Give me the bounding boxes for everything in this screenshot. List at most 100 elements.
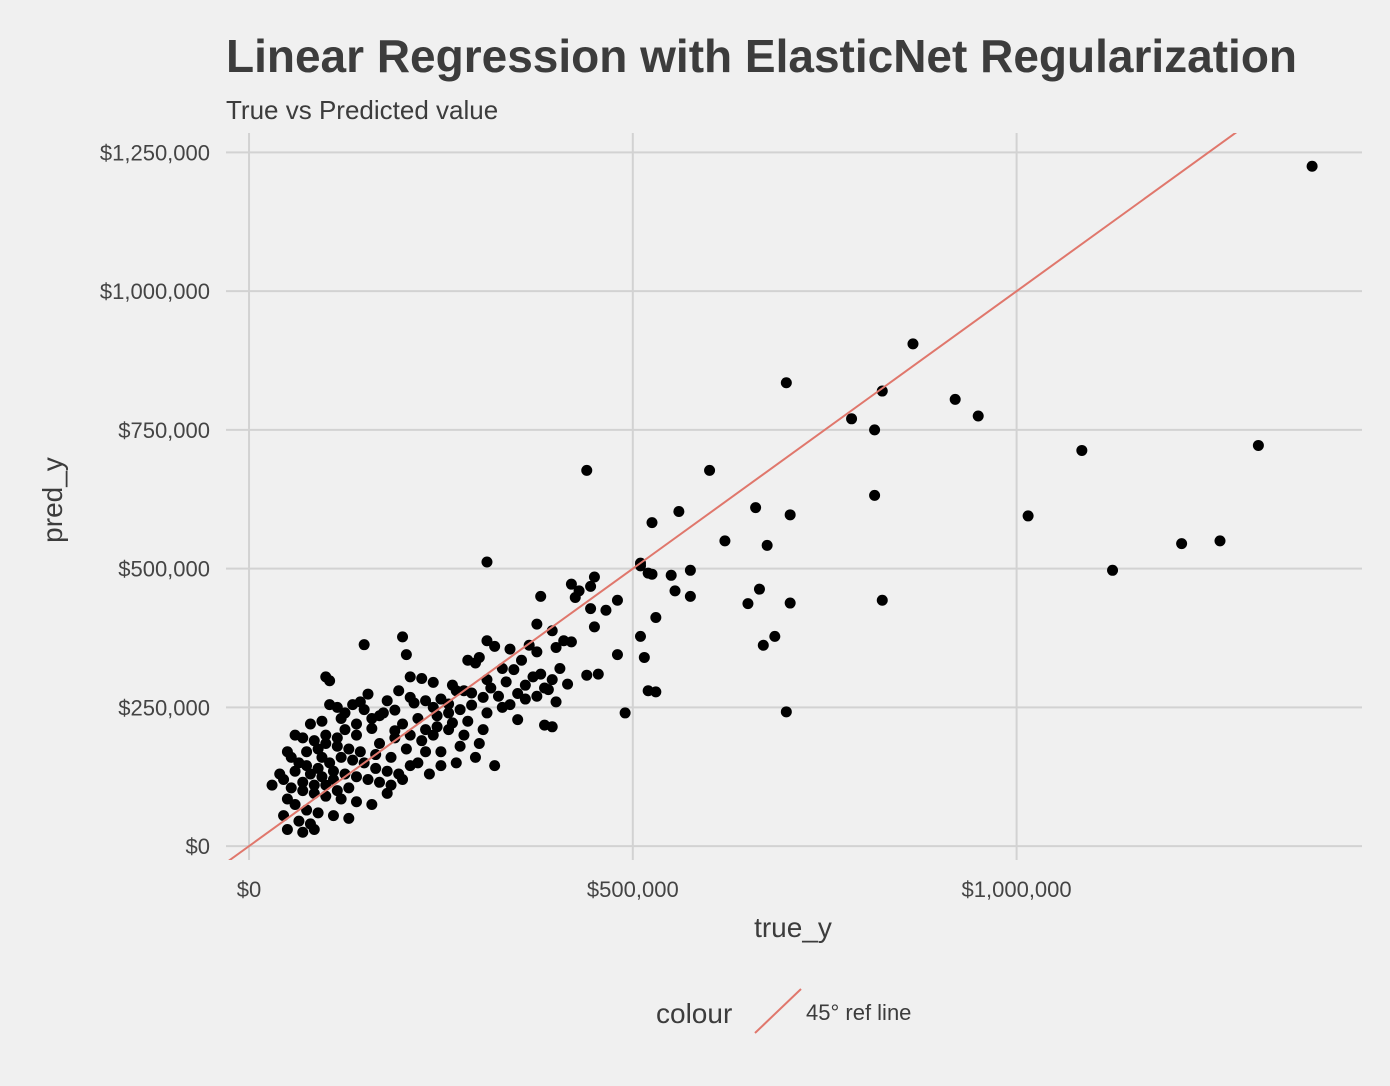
x-axis-label: true_y [754, 912, 832, 943]
data-point [281, 793, 293, 805]
data-point [293, 815, 305, 827]
data-point [324, 675, 336, 687]
data-point [611, 649, 623, 661]
data-point [585, 580, 597, 592]
data-point [546, 721, 558, 733]
data-point [646, 517, 658, 529]
data-point [504, 699, 516, 711]
data-point [281, 823, 293, 835]
data-point [562, 678, 574, 690]
data-point [784, 509, 796, 521]
data-point [285, 782, 297, 794]
data-point [431, 721, 443, 733]
data-point [350, 718, 362, 730]
data-point [784, 597, 796, 609]
data-point [343, 812, 355, 824]
data-point [485, 682, 497, 694]
data-point [420, 724, 432, 736]
data-point [489, 760, 501, 772]
data-point [527, 671, 539, 683]
data-point [358, 639, 370, 651]
data-point [466, 699, 478, 711]
data-point [393, 768, 405, 780]
data-point [350, 729, 362, 741]
data-point [512, 714, 524, 726]
data-point [343, 782, 355, 794]
data-point [362, 774, 374, 786]
data-point [331, 732, 343, 744]
data-point [504, 643, 516, 655]
data-point [477, 724, 489, 736]
y-tick-label: $1,250,000 [100, 140, 210, 165]
data-point [669, 585, 681, 597]
data-point [416, 735, 428, 747]
data-point [446, 679, 458, 691]
data-point [327, 810, 339, 822]
data-point [588, 621, 600, 633]
data-point [289, 799, 301, 811]
data-point [366, 722, 378, 734]
data-point [665, 569, 677, 581]
data-point [458, 729, 470, 741]
data-point [588, 571, 600, 583]
data-point [473, 737, 485, 749]
data-point [308, 823, 320, 835]
data-point [454, 704, 466, 716]
data-point [374, 776, 386, 788]
data-point [1076, 444, 1088, 456]
y-tick-label: $0 [186, 834, 210, 859]
data-point [761, 539, 773, 551]
legend-swatch [754, 988, 802, 1034]
data-point [780, 706, 792, 718]
data-point [404, 671, 416, 683]
data-point [443, 698, 455, 710]
data-point [366, 712, 378, 724]
data-point [846, 413, 858, 425]
data-point [554, 663, 566, 675]
chart-title: Linear Regression with ElasticNet Regula… [226, 30, 1297, 82]
data-point [581, 464, 593, 476]
data-point [297, 785, 309, 797]
data-point [753, 583, 765, 595]
data-point [565, 578, 577, 590]
tick-labels: $0 $500,000 $1,000,000 $0 $250,000 $500,000 $7… [100, 140, 1072, 902]
data-point [381, 787, 393, 799]
y-tick-label: $750,000 [118, 418, 210, 443]
data-points [266, 160, 1318, 838]
data-point [634, 560, 646, 572]
data-point [1306, 160, 1318, 172]
data-point [381, 695, 393, 707]
data-point [335, 793, 347, 805]
data-point [634, 630, 646, 642]
data-point [869, 424, 881, 436]
data-point [335, 751, 347, 763]
data-point [389, 732, 401, 744]
legend: colour 45° ref line [656, 988, 911, 1034]
data-point [508, 664, 520, 676]
data-point [516, 654, 528, 666]
data-point [519, 679, 531, 691]
data-point [462, 715, 474, 727]
data-point [443, 707, 455, 719]
data-point [331, 785, 343, 797]
data-point [780, 377, 792, 389]
data-point [316, 771, 328, 783]
x-tick-label: $0 [237, 877, 261, 902]
data-point [297, 732, 309, 744]
data-point [289, 765, 301, 777]
data-point [769, 630, 781, 642]
data-point [550, 696, 562, 708]
data-point [469, 657, 481, 669]
data-point [684, 564, 696, 576]
data-point [304, 768, 316, 780]
data-point [1022, 510, 1034, 522]
data-point [1252, 439, 1264, 451]
data-point [354, 696, 366, 708]
data-point [742, 598, 754, 610]
data-point [327, 765, 339, 777]
data-point [385, 779, 397, 791]
y-tick-label: $500,000 [118, 557, 210, 582]
data-point [531, 646, 543, 658]
data-point [385, 751, 397, 763]
